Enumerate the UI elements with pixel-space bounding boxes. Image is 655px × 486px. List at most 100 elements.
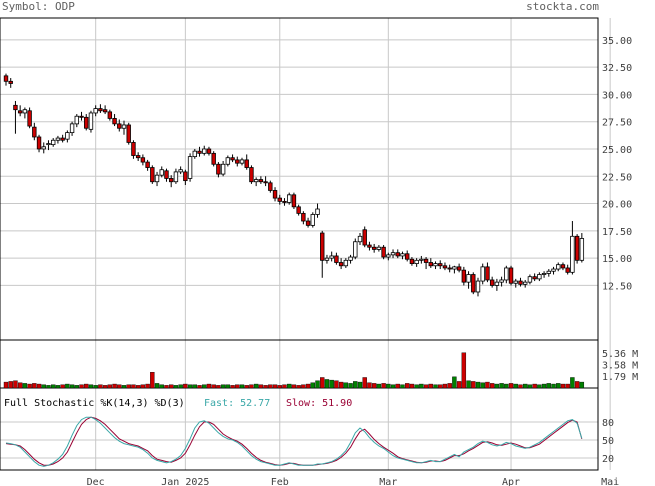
volume-bar <box>13 380 18 389</box>
candle <box>301 211 306 225</box>
candle-body <box>135 155 141 159</box>
candle <box>93 105 98 117</box>
volume-bar <box>41 384 46 389</box>
candle <box>386 252 391 261</box>
volume-bar <box>277 385 282 389</box>
candle-body <box>442 265 448 269</box>
volume-bar <box>8 381 13 389</box>
candle-body <box>202 148 207 154</box>
volume-bar <box>258 384 264 389</box>
volume-tick-label: 3.58 M <box>602 360 638 371</box>
volume-bar <box>565 383 570 389</box>
volume-bar <box>235 384 240 389</box>
candle-body <box>560 264 566 269</box>
volume-bar <box>32 383 37 389</box>
candle-body <box>65 132 70 140</box>
candle-body <box>466 274 471 283</box>
volume-bar <box>65 383 70 389</box>
candle <box>277 194 282 205</box>
candle-body <box>513 280 518 284</box>
candle-body <box>88 112 94 130</box>
volume-tick-label: 1.79 M <box>602 372 638 383</box>
y-tick-label: 32.50 <box>602 63 632 74</box>
candle <box>159 166 164 178</box>
volume-bar <box>145 383 150 389</box>
volume-bar <box>102 385 108 389</box>
candle <box>17 105 23 117</box>
candle <box>291 192 297 210</box>
candle <box>447 264 452 273</box>
volume-bar <box>442 383 448 389</box>
candle-body <box>220 163 226 175</box>
volume-bar <box>187 384 193 389</box>
candle <box>32 122 37 141</box>
candle-body <box>494 281 500 286</box>
candle-body <box>268 182 273 191</box>
candle <box>140 154 146 166</box>
volume-bar <box>461 352 467 389</box>
candle-body <box>565 267 570 273</box>
volume-panel-frame <box>0 339 599 389</box>
candle-body <box>353 241 358 258</box>
candle-body <box>532 276 537 280</box>
candle <box>404 250 410 262</box>
candle <box>499 276 504 287</box>
candle <box>258 176 264 184</box>
candle-body <box>183 171 188 182</box>
candle <box>541 271 547 278</box>
chart-title: Symbol: ODP <box>2 0 75 13</box>
volume-bar <box>433 384 438 389</box>
candle-body <box>305 220 311 226</box>
volume-bar <box>504 383 509 389</box>
candle <box>244 154 249 170</box>
candle-body <box>102 109 108 113</box>
volume-bar <box>154 383 160 389</box>
candle-body <box>154 174 160 183</box>
candle <box>230 154 235 163</box>
candle-body <box>371 246 377 250</box>
volume-bar <box>305 383 311 389</box>
candle <box>504 265 509 284</box>
volume-bar <box>310 382 315 389</box>
candle-body <box>320 232 325 261</box>
candle <box>338 258 344 270</box>
candle <box>74 114 79 128</box>
candle <box>419 255 424 264</box>
candle-body <box>546 270 551 274</box>
candle-body <box>381 246 386 258</box>
candle <box>400 251 405 260</box>
candle <box>579 233 585 263</box>
volume-bar <box>272 384 278 389</box>
candle-body <box>131 142 136 156</box>
volume-bar <box>98 384 103 389</box>
candle <box>249 165 254 184</box>
candle-body <box>414 259 419 264</box>
candle-body <box>390 252 396 256</box>
candle <box>98 104 103 113</box>
candle <box>112 114 117 127</box>
candle <box>551 266 556 275</box>
volume-bar <box>183 383 188 389</box>
candle-body <box>400 253 405 257</box>
volume-bar <box>3 381 9 389</box>
volume-bar <box>489 383 495 389</box>
volume-bar <box>140 384 146 389</box>
candle-body <box>570 235 575 273</box>
candle-body <box>296 206 301 214</box>
candle-body <box>145 161 150 168</box>
candle-body <box>249 167 254 183</box>
candle-body <box>291 194 297 208</box>
candle <box>532 273 537 282</box>
volume-bar <box>324 379 330 389</box>
candle-body <box>69 123 75 134</box>
volume-bar <box>244 385 249 389</box>
candle-body <box>471 274 476 293</box>
candle-body <box>74 115 79 125</box>
volume-bar <box>334 380 339 389</box>
candle-body <box>367 244 372 248</box>
candle <box>409 257 415 266</box>
candle <box>395 249 400 259</box>
candle <box>84 114 89 131</box>
candle-body <box>574 235 580 261</box>
volume-bar <box>386 383 391 389</box>
